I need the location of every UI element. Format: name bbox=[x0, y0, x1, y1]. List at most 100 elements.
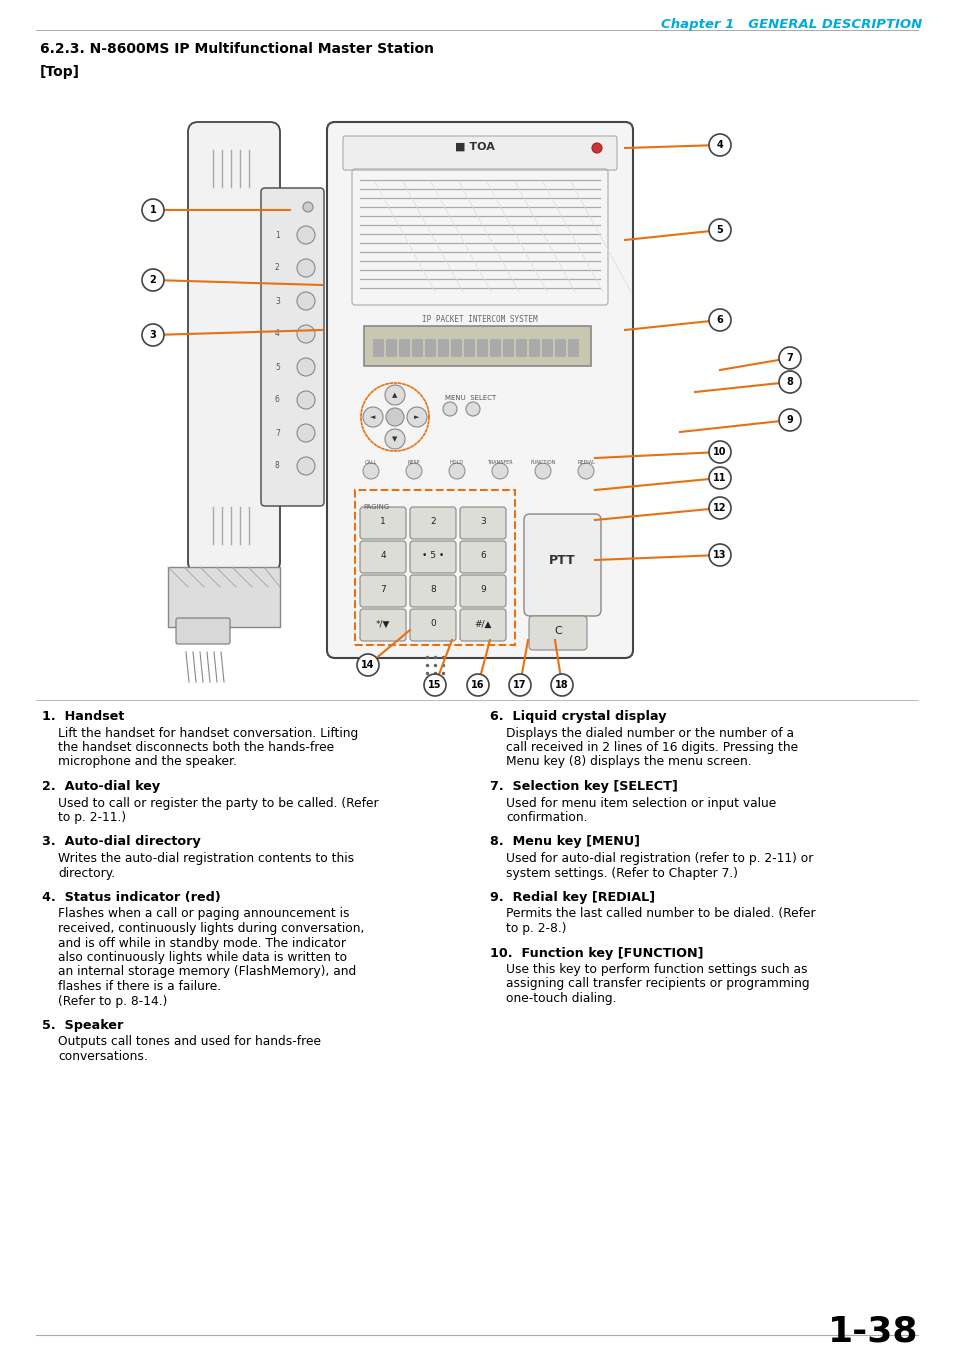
Text: IP PACKET INTERCOM SYSTEM: IP PACKET INTERCOM SYSTEM bbox=[422, 315, 537, 324]
Circle shape bbox=[708, 441, 730, 463]
Text: 7: 7 bbox=[274, 428, 279, 437]
Text: an internal storage memory (FlashMemory), and: an internal storage memory (FlashMemory)… bbox=[58, 965, 355, 979]
Text: 2: 2 bbox=[274, 263, 279, 273]
Text: 6: 6 bbox=[716, 315, 722, 325]
Text: ◄: ◄ bbox=[370, 414, 375, 420]
Circle shape bbox=[296, 225, 314, 244]
Circle shape bbox=[142, 198, 164, 221]
Text: 1-38: 1-38 bbox=[826, 1315, 917, 1349]
Text: 11: 11 bbox=[713, 472, 726, 483]
Bar bbox=[412, 339, 422, 356]
Circle shape bbox=[509, 674, 531, 697]
FancyBboxPatch shape bbox=[529, 616, 586, 649]
Text: also continuously lights while data is written to: also continuously lights while data is w… bbox=[58, 950, 347, 964]
Text: Displays the dialed number or the number of a: Displays the dialed number or the number… bbox=[505, 726, 793, 740]
Text: 1.  Handset: 1. Handset bbox=[42, 710, 124, 724]
Text: 12: 12 bbox=[713, 504, 726, 513]
Bar bbox=[424, 339, 436, 356]
Circle shape bbox=[779, 347, 801, 369]
Circle shape bbox=[423, 674, 446, 697]
Bar bbox=[451, 339, 461, 356]
Text: ■ TOA: ■ TOA bbox=[455, 142, 495, 153]
Bar bbox=[502, 339, 514, 356]
Text: 9: 9 bbox=[786, 414, 793, 425]
Text: PAGING: PAGING bbox=[363, 504, 389, 510]
Text: 0: 0 bbox=[430, 620, 436, 629]
Text: Menu key (8) displays the menu screen.: Menu key (8) displays the menu screen. bbox=[505, 756, 751, 768]
Text: 7: 7 bbox=[379, 586, 385, 594]
Text: TRANSFER: TRANSFER bbox=[487, 460, 513, 464]
FancyBboxPatch shape bbox=[359, 609, 406, 641]
Text: 7: 7 bbox=[786, 352, 793, 363]
Text: 9: 9 bbox=[479, 586, 485, 594]
Bar bbox=[541, 339, 553, 356]
Bar bbox=[386, 339, 396, 356]
Text: • 5 •: • 5 • bbox=[421, 552, 444, 560]
Text: 1: 1 bbox=[274, 231, 279, 239]
Circle shape bbox=[356, 653, 378, 676]
Text: ▲: ▲ bbox=[392, 392, 397, 398]
Text: 7.  Selection key [SELECT]: 7. Selection key [SELECT] bbox=[490, 780, 678, 792]
Text: 5: 5 bbox=[716, 225, 722, 235]
Circle shape bbox=[363, 463, 378, 479]
Text: 4: 4 bbox=[716, 140, 722, 150]
FancyBboxPatch shape bbox=[359, 541, 406, 572]
FancyBboxPatch shape bbox=[175, 618, 230, 644]
Text: microphone and the speaker.: microphone and the speaker. bbox=[58, 756, 236, 768]
Text: 4.  Status indicator (red): 4. Status indicator (red) bbox=[42, 891, 220, 904]
Circle shape bbox=[406, 463, 421, 479]
FancyBboxPatch shape bbox=[364, 325, 590, 366]
Text: Permits the last called number to be dialed. (Refer: Permits the last called number to be dia… bbox=[505, 907, 815, 921]
Circle shape bbox=[708, 134, 730, 157]
Text: 5: 5 bbox=[274, 363, 279, 371]
FancyBboxPatch shape bbox=[359, 575, 406, 608]
Text: 4: 4 bbox=[380, 552, 385, 560]
Circle shape bbox=[296, 292, 314, 311]
Circle shape bbox=[551, 674, 573, 697]
Text: C: C bbox=[554, 626, 561, 636]
Text: FUNCTION: FUNCTION bbox=[530, 460, 555, 464]
Bar bbox=[463, 339, 475, 356]
Text: to p. 2-11.): to p. 2-11.) bbox=[58, 811, 126, 824]
Bar bbox=[373, 339, 384, 356]
FancyBboxPatch shape bbox=[410, 575, 456, 608]
Text: flashes if there is a failure.: flashes if there is a failure. bbox=[58, 980, 221, 994]
Circle shape bbox=[407, 406, 427, 427]
Circle shape bbox=[449, 463, 464, 479]
Text: 13: 13 bbox=[713, 549, 726, 560]
Text: 10: 10 bbox=[713, 447, 726, 458]
FancyBboxPatch shape bbox=[459, 575, 505, 608]
FancyBboxPatch shape bbox=[261, 188, 324, 506]
Text: 2: 2 bbox=[430, 517, 436, 526]
Text: 14: 14 bbox=[361, 660, 375, 670]
FancyBboxPatch shape bbox=[410, 609, 456, 641]
Text: Flashes when a call or paging announcement is: Flashes when a call or paging announceme… bbox=[58, 907, 349, 921]
Circle shape bbox=[142, 269, 164, 292]
Text: 6: 6 bbox=[479, 552, 485, 560]
Text: 8: 8 bbox=[274, 462, 279, 471]
Circle shape bbox=[779, 371, 801, 393]
Text: 10.  Function key [FUNCTION]: 10. Function key [FUNCTION] bbox=[490, 946, 702, 960]
Text: the handset disconnects both the hands-free: the handset disconnects both the hands-f… bbox=[58, 741, 334, 755]
Text: 16: 16 bbox=[471, 680, 484, 690]
Text: Chapter 1   GENERAL DESCRIPTION: Chapter 1 GENERAL DESCRIPTION bbox=[660, 18, 921, 31]
Text: Used for menu item selection or input value: Used for menu item selection or input va… bbox=[505, 796, 776, 810]
Text: Used for auto-dial registration (refer to p. 2-11) or: Used for auto-dial registration (refer t… bbox=[505, 852, 813, 865]
Circle shape bbox=[492, 463, 507, 479]
Text: 6.2.3. N-8600MS IP Multifunctional Master Station: 6.2.3. N-8600MS IP Multifunctional Maste… bbox=[40, 42, 434, 55]
FancyBboxPatch shape bbox=[459, 609, 505, 641]
Text: 2: 2 bbox=[150, 275, 156, 285]
Text: 8: 8 bbox=[430, 586, 436, 594]
FancyBboxPatch shape bbox=[359, 508, 406, 539]
Text: 2.  Auto-dial key: 2. Auto-dial key bbox=[42, 780, 160, 792]
Text: confirmation.: confirmation. bbox=[505, 811, 587, 824]
FancyBboxPatch shape bbox=[327, 122, 633, 657]
Bar bbox=[355, 490, 515, 645]
Text: CALL: CALL bbox=[364, 460, 376, 464]
Circle shape bbox=[578, 463, 594, 479]
Text: PTT: PTT bbox=[549, 555, 576, 567]
Circle shape bbox=[296, 458, 314, 475]
FancyBboxPatch shape bbox=[410, 508, 456, 539]
Circle shape bbox=[296, 392, 314, 409]
Circle shape bbox=[592, 143, 601, 153]
